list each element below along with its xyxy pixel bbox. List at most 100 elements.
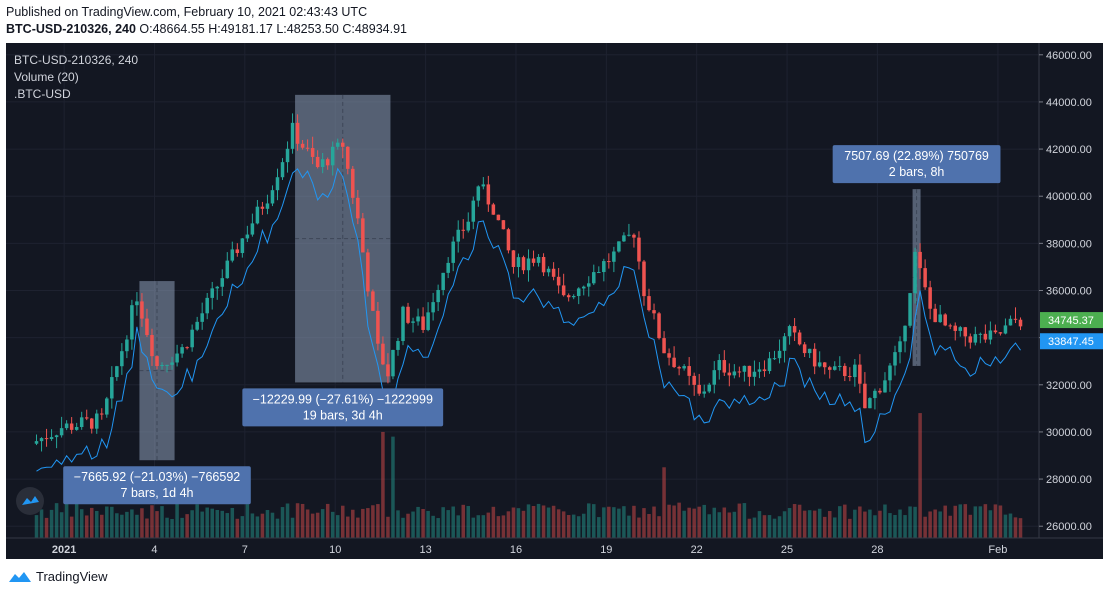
volume-bar — [366, 508, 370, 538]
candle-body — [456, 229, 460, 242]
candle-body — [797, 332, 802, 345]
volume-bar — [260, 513, 265, 538]
candle-body — [190, 329, 194, 348]
candle-body — [782, 336, 787, 351]
candle-body — [285, 148, 290, 163]
volume-bar — [255, 516, 260, 538]
volume-bar — [762, 515, 767, 538]
volume-bar — [115, 513, 119, 538]
volume-bar — [682, 510, 686, 538]
candle-body — [366, 252, 370, 292]
candle-body — [863, 383, 867, 409]
footer-brand: TradingView — [36, 569, 108, 584]
volume-bar — [707, 514, 712, 538]
candle-body — [64, 423, 69, 429]
price-axis[interactable] — [1039, 43, 1103, 538]
volume-bar — [827, 511, 832, 538]
price-tick-label: 28000.00 — [1046, 474, 1092, 486]
candle-body — [170, 362, 174, 365]
volume-bar — [556, 509, 561, 538]
candle-body — [802, 344, 807, 354]
candle-body — [195, 321, 199, 330]
candle-body — [39, 438, 44, 442]
volume-bar — [858, 506, 862, 538]
candle-body — [426, 312, 430, 330]
volume-bar — [913, 506, 917, 538]
volume-bar — [592, 504, 596, 538]
legend-volume: Volume (20) — [14, 70, 79, 84]
volume-bar — [893, 514, 897, 538]
symbol-info: BTC-USD-210326, 240 O:48664.55 H:49181.1… — [6, 22, 407, 36]
candle-body — [376, 310, 380, 344]
candle-body — [406, 306, 410, 323]
volume-bar — [496, 516, 501, 538]
candle-body — [586, 283, 591, 287]
candle-body — [632, 234, 636, 238]
candle-body — [506, 229, 511, 251]
volume-bar — [602, 507, 606, 538]
time-axis[interactable] — [6, 539, 1039, 559]
candle-body — [250, 223, 255, 235]
price-tick-label: 44000.00 — [1046, 97, 1092, 109]
volume-bar — [712, 507, 717, 538]
candle-body — [727, 372, 732, 376]
candle-body — [431, 302, 435, 313]
candle-body — [546, 268, 551, 273]
last-price-tag — [1040, 312, 1103, 329]
price-chart[interactable]: −7665.92 (−21.03%) −766592 7 bars, 1d 4h −… — [6, 43, 1103, 559]
volume-bar — [1003, 514, 1008, 538]
candle-body — [702, 391, 706, 394]
candle-body — [391, 349, 395, 377]
chart-svg[interactable]: −7665.92 (−21.03%) −766592 7 bars, 1d 4h −… — [6, 43, 1103, 559]
price-tick-label: 38000.00 — [1046, 238, 1092, 250]
volume-bar — [461, 504, 466, 538]
candle-body — [707, 384, 712, 392]
candle-body — [767, 358, 772, 372]
volume-bar — [908, 506, 912, 538]
volume-bar — [697, 506, 701, 538]
volume-bar — [717, 512, 722, 538]
volume-bar — [190, 510, 194, 538]
legend-index: .BTC-USD — [14, 87, 71, 101]
volume-bar — [250, 513, 255, 538]
index-line — [36, 167, 1021, 472]
volume-bar — [305, 509, 310, 538]
candle-body — [792, 326, 797, 333]
candle-body — [873, 390, 877, 399]
candle-body — [74, 427, 79, 430]
candle-body — [968, 336, 973, 343]
measure-label-box — [832, 145, 1001, 184]
candle-body — [898, 341, 902, 353]
candle-body — [280, 162, 285, 178]
candle-body — [356, 197, 360, 219]
candle-body — [858, 364, 862, 384]
candle-body — [521, 257, 526, 271]
symbol-name: BTC-USD-210326, 240 — [6, 22, 136, 36]
volume-bar — [160, 506, 164, 538]
candle-body — [371, 291, 375, 311]
candle-body — [120, 351, 124, 367]
candle-body — [722, 360, 727, 373]
volume-bar — [54, 503, 59, 538]
candle-body — [1013, 318, 1018, 320]
measure-label-box — [242, 388, 444, 427]
candle-body — [918, 251, 922, 269]
candle-body — [973, 334, 978, 343]
volume-bar — [386, 516, 390, 538]
volume-bar — [883, 504, 887, 538]
volume-bar — [767, 515, 772, 538]
volume-bar — [1013, 517, 1018, 538]
candle-body — [812, 348, 817, 367]
candle-body — [682, 366, 686, 369]
candle-body — [205, 297, 209, 314]
volume-bar — [983, 504, 988, 538]
candle-body — [571, 296, 576, 298]
volume-bar — [376, 504, 380, 538]
published-note: Published on TradingView.com, February 1… — [6, 5, 368, 19]
price-tick-label: 36000.00 — [1046, 286, 1092, 298]
volume-bar — [130, 509, 134, 538]
candle-body — [451, 241, 455, 263]
volume-bar — [406, 513, 410, 538]
volume-bar — [39, 509, 44, 538]
candle-body — [476, 186, 481, 201]
